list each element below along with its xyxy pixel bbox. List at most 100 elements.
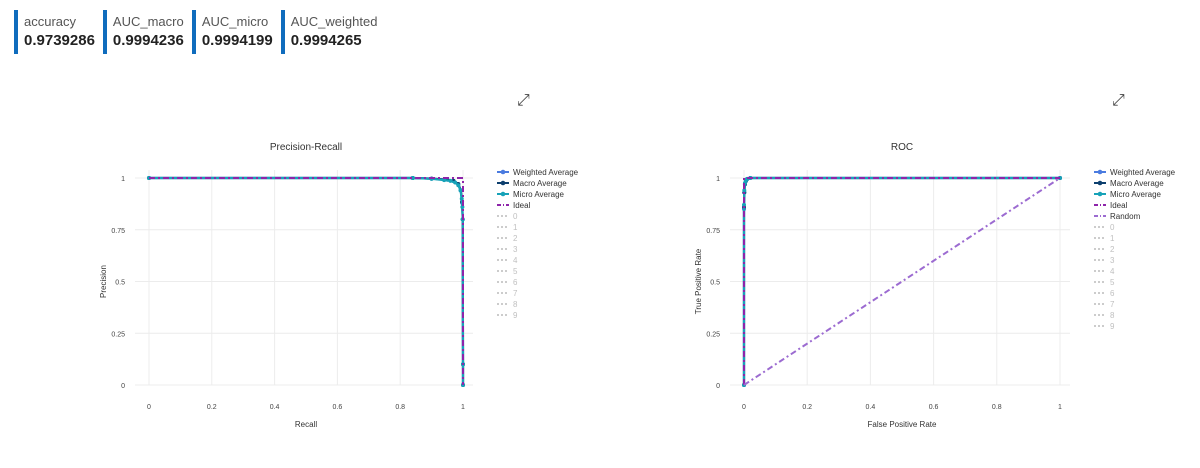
y-tick-label: 0 (716, 383, 720, 390)
legend-label: Ideal (513, 201, 531, 210)
metric-label: AUC_micro (201, 14, 269, 29)
y-tick-label: 1 (121, 176, 125, 183)
legend-item[interactable]: Micro Average (497, 190, 565, 199)
legend-item[interactable]: Micro Average (1094, 190, 1162, 199)
legend-label: 9 (513, 311, 518, 320)
legend-marker (500, 169, 506, 175)
legend-label: 6 (513, 278, 518, 287)
x-axis-label: False Positive Rate (868, 420, 937, 429)
legend-label: 0 (1110, 223, 1115, 232)
legend-label: Random (1110, 212, 1141, 221)
x-tick-label: 0.6 (333, 404, 343, 411)
x-tick-label: 0.2 (802, 404, 812, 411)
legend-label: 0 (513, 212, 518, 221)
legend-label: 7 (1110, 300, 1115, 309)
legend-item[interactable]: 2 (497, 234, 518, 243)
metric-accuracy: accuracy 0.9739286 (14, 10, 95, 54)
legend-item[interactable]: 6 (497, 278, 518, 287)
y-tick-label: 0.75 (111, 228, 125, 235)
data-point (458, 188, 463, 193)
legend-marker (1097, 180, 1103, 186)
legend-item[interactable]: 0 (497, 212, 518, 221)
legend-label: Macro Average (513, 179, 567, 188)
metric-label: accuracy (24, 14, 77, 29)
legend-label: 6 (1110, 289, 1115, 298)
data-point (456, 183, 461, 188)
legend-item[interactable]: Macro Average (1094, 179, 1164, 188)
x-tick-label: 0.8 (992, 404, 1002, 411)
legend-item[interactable]: 9 (497, 311, 518, 320)
y-tick-label: 0.5 (710, 280, 720, 287)
legend-item[interactable]: Weighted Average (497, 168, 579, 177)
y-tick-label: 0 (121, 383, 125, 390)
x-tick-label: 0.8 (395, 404, 405, 411)
metric-auc-macro: AUC_macro 0.9994236 (102, 10, 184, 54)
series-ideal-line (743, 177, 1060, 385)
data-point (448, 178, 453, 183)
legend-label: 1 (1110, 234, 1115, 243)
metric-auc-weighted: AUC_weighted 0.9994265 (280, 10, 378, 54)
legend-label: Weighted Average (513, 168, 579, 177)
legend-label: Micro Average (1110, 190, 1162, 199)
x-tick-label: 0.2 (207, 404, 217, 411)
roc-chart: ROC 0 0.2 0.4 0.6 0.8 1 0 0.25 0.5 0.75 1 False Posi… (694, 142, 1176, 429)
x-tick-label: 0.4 (270, 404, 280, 411)
data-point (742, 202, 746, 207)
legend-item[interactable]: 3 (497, 245, 518, 254)
legend-label: 2 (1110, 245, 1115, 254)
legend-item[interactable]: 2 (1094, 245, 1115, 254)
x-tick-label: 0.4 (866, 404, 876, 411)
legend-item[interactable]: 7 (497, 289, 518, 298)
legend-label: Micro Average (513, 190, 565, 199)
y-tick-label: 0.25 (111, 331, 125, 338)
legend-label: 1 (513, 223, 518, 232)
metric-auc-micro: AUC_micro 0.9994199 (191, 10, 273, 54)
x-tick-label: 0.6 (929, 404, 939, 411)
legend-item[interactable]: 6 (1094, 289, 1115, 298)
expand-icon[interactable]: ⤢ (1112, 92, 1125, 109)
x-tick-label: 1 (461, 404, 465, 411)
metric-label: AUC_weighted (290, 14, 378, 29)
legend-item[interactable]: 5 (1094, 278, 1115, 287)
chart-title: Precision-Recall (270, 142, 342, 153)
expand-icon[interactable]: ⤢ (517, 92, 530, 109)
data-point (453, 180, 458, 185)
series-ideal-line (149, 177, 464, 385)
x-axis-label: Recall (295, 420, 317, 429)
metric-label: AUC_macro (112, 14, 184, 29)
legend-item[interactable]: 1 (1094, 234, 1115, 243)
legend-label: 8 (1110, 311, 1115, 320)
legend-label: 8 (513, 300, 518, 309)
legend-label: Macro Average (1110, 179, 1164, 188)
legend-label: 4 (513, 256, 518, 265)
legend-marker (500, 180, 506, 186)
legend-label: 5 (1110, 278, 1115, 287)
legend-label: 4 (1110, 267, 1115, 276)
chart-title: ROC (891, 142, 913, 153)
legend-item[interactable]: Macro Average (497, 179, 567, 188)
legend-item[interactable]: Weighted Average (1094, 168, 1176, 177)
legend-item[interactable]: Ideal (1094, 201, 1128, 210)
legend-item[interactable]: 3 (1094, 256, 1115, 265)
legend-item[interactable]: 4 (497, 256, 518, 265)
legend-item[interactable]: 4 (1094, 267, 1115, 276)
legend-item[interactable]: 5 (497, 267, 518, 276)
data-point (442, 178, 447, 183)
legend-label: 5 (513, 267, 518, 276)
legend-item[interactable]: 7 (1094, 300, 1115, 309)
metric-value: 0.9739286 (24, 32, 95, 49)
metric-value: 0.9994199 (201, 32, 273, 49)
legend-item[interactable]: 0 (1094, 223, 1115, 232)
y-tick-label: 0.75 (706, 228, 720, 235)
legend-item[interactable]: Random (1094, 212, 1141, 221)
legend-item[interactable]: 8 (1094, 311, 1115, 320)
legend-label: 9 (1110, 322, 1115, 331)
legend-item[interactable]: 9 (1094, 322, 1115, 331)
y-tick-label: 0.25 (706, 331, 720, 338)
legend-item[interactable]: Ideal (497, 201, 531, 210)
x-tick-label: 1 (1058, 404, 1062, 411)
legend-item[interactable]: 8 (497, 300, 518, 309)
y-tick-label: 1 (716, 176, 720, 183)
x-tick-label: 0 (742, 404, 746, 411)
legend-item[interactable]: 1 (497, 223, 518, 232)
